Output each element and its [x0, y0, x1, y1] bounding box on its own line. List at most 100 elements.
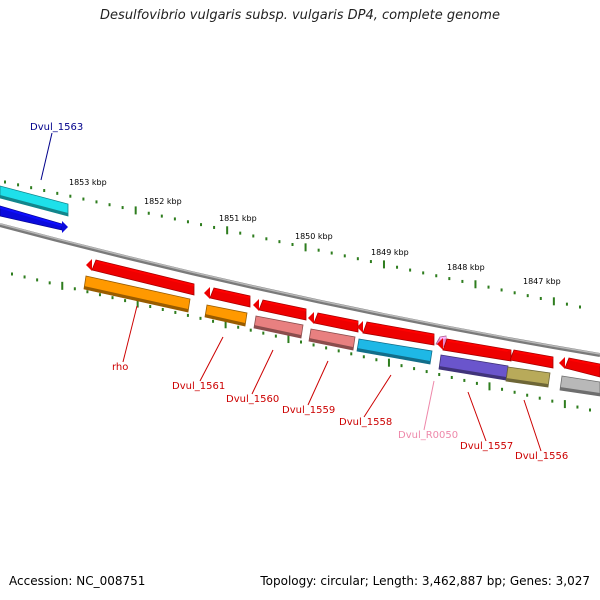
inner-tick — [23, 275, 26, 279]
gene-dvul1558[interactable] — [356, 321, 435, 365]
inner-tick — [36, 278, 39, 282]
backbone-highlight — [0, 223, 600, 355]
inner-tick — [73, 287, 76, 291]
inner-tick — [161, 307, 164, 311]
gene-arrow-tip — [504, 349, 510, 361]
outer-tick — [304, 243, 307, 252]
gene-arrow-tip — [437, 338, 443, 350]
outer-tick — [474, 280, 477, 289]
map-title: Desulfovibrio vulgaris subsp. vulgaris D… — [100, 8, 500, 23]
gene-arrow[interactable] — [313, 312, 359, 333]
gene-rho[interactable] — [83, 259, 195, 313]
inner-tick — [337, 349, 340, 353]
gene-arrow-bevel — [366, 322, 435, 337]
inner-tick — [563, 400, 566, 409]
gene-dvul1563[interactable] — [0, 185, 69, 231]
gene-arrow-bevel — [568, 358, 600, 367]
inner-tick — [86, 290, 89, 294]
gene-arrow-tip — [308, 312, 314, 324]
inner-tick — [237, 325, 240, 329]
gene-dvul1560[interactable] — [253, 299, 307, 339]
gene-arrow[interactable] — [209, 287, 251, 308]
gene-function-shadow — [439, 366, 506, 380]
gene-dvul1555[interactable] — [559, 357, 600, 397]
outer-tick — [82, 197, 85, 201]
outer-tick — [69, 194, 72, 198]
gene-label-rho[interactable]: rho — [112, 362, 128, 373]
gene-label-dvul1559[interactable]: Dvul_1559 — [282, 405, 335, 416]
gene-dvul1556[interactable] — [505, 349, 554, 388]
leader-line — [307, 360, 329, 406]
inner-tick — [124, 299, 127, 303]
gene-arrow-bevel — [213, 288, 251, 299]
outer-tick — [579, 305, 581, 309]
gene-arrow-tip — [559, 357, 565, 369]
inner-tick — [300, 340, 302, 344]
tick-label: 1847 kbp — [523, 277, 561, 286]
gene-arrow[interactable] — [91, 259, 195, 296]
tick-labels: 1853 kbp 1852 kbp 1851 kbp 1850 kbp 1849 kbp… — [69, 178, 561, 286]
inner-tick — [224, 320, 227, 329]
outer-tick — [382, 260, 385, 269]
tick-label: 1852 kbp — [144, 197, 182, 206]
inner-tick — [111, 296, 114, 300]
gene-arrow-bevel — [513, 350, 554, 360]
gene-arrow[interactable] — [362, 321, 435, 346]
outer-tick — [461, 279, 464, 283]
gene-label-dvul1563[interactable]: Dvul_1563 — [30, 122, 83, 133]
gene-arrow[interactable] — [509, 349, 554, 369]
gene-dvul1561[interactable] — [204, 287, 251, 327]
gene-label-dvulr0050[interactable]: Dvul_R0050 — [398, 430, 458, 441]
gene-function-shadow — [506, 378, 548, 387]
inner-tick — [450, 375, 453, 379]
outer-tick — [552, 297, 555, 306]
gene-label-dvul1561[interactable]: Dvul_1561 — [172, 381, 225, 392]
inner-tick — [186, 313, 189, 317]
gene-label-dvul1558[interactable]: Dvul_1558 — [339, 417, 392, 428]
outer-tick — [252, 234, 255, 238]
accession-text: Accession: NC_008751 — [9, 574, 146, 588]
leader-line — [251, 349, 274, 395]
genome-summary-text: Topology: circular; Length: 3,462,887 bp… — [260, 574, 590, 588]
outer-tick — [369, 260, 372, 264]
gene-dvul1559[interactable] — [308, 312, 359, 351]
outer-tick — [448, 277, 451, 281]
tick-label: 1848 kbp — [447, 263, 485, 272]
inner-tick — [98, 293, 101, 297]
gene-label-dvul1560[interactable]: Dvul_1560 — [226, 394, 279, 405]
gene-function-shadow — [560, 387, 600, 396]
outer-tick — [200, 223, 203, 227]
inner-tick — [212, 319, 215, 323]
gene-arrow[interactable] — [564, 357, 600, 378]
gene-arrow[interactable] — [442, 338, 512, 362]
inner-tick — [199, 316, 202, 320]
gene-arrow-bevel — [0, 206, 63, 227]
gene-label-dvul1557[interactable]: Dvul_1557 — [460, 441, 513, 452]
leader-line — [363, 374, 392, 418]
inner-tick — [501, 387, 504, 391]
inner-tick — [526, 393, 529, 397]
outer-tick — [500, 288, 503, 292]
inner-tick — [425, 370, 428, 374]
outer-tick — [487, 285, 490, 289]
gene-arrow-bevel — [262, 300, 307, 312]
outer-tick — [435, 274, 438, 278]
inner-tick — [362, 355, 365, 359]
outer-tick — [422, 271, 425, 275]
outer-tick — [409, 268, 412, 272]
gene-label-dvul1556[interactable]: Dvul_1556 — [515, 451, 568, 462]
gene-dvul1557[interactable] — [438, 338, 512, 381]
inner-tick — [438, 373, 441, 377]
inner-tick — [136, 299, 139, 308]
tick-label: 1851 kbp — [219, 214, 257, 223]
genome-backbone — [0, 223, 600, 357]
outer-tick — [356, 257, 359, 261]
gene-arrow[interactable] — [258, 299, 307, 321]
leader-line — [467, 391, 487, 442]
inner-tick — [413, 367, 416, 371]
inner-tick — [538, 396, 541, 400]
inner-tick — [350, 352, 353, 356]
outer-tick — [291, 243, 294, 246]
